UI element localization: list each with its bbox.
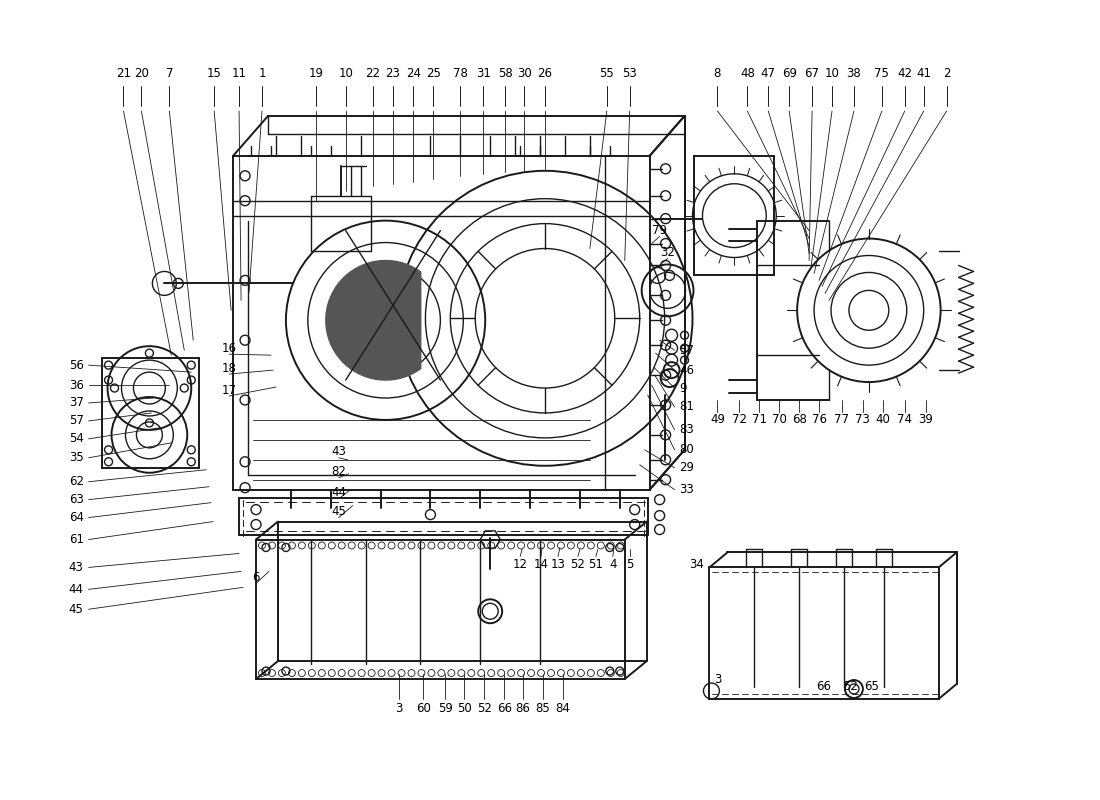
Text: 49: 49 [710, 414, 725, 426]
Text: 45: 45 [69, 602, 84, 616]
Text: 12: 12 [513, 558, 528, 571]
Polygon shape [326, 261, 420, 380]
Text: 78: 78 [453, 66, 468, 80]
Text: 42: 42 [898, 66, 912, 80]
Text: 80: 80 [680, 443, 694, 456]
Text: 65: 65 [865, 681, 879, 694]
Text: 22: 22 [365, 66, 381, 80]
Text: 35: 35 [69, 451, 84, 464]
Text: 38: 38 [847, 66, 861, 80]
Text: 20: 20 [134, 66, 148, 80]
Text: 71: 71 [751, 414, 767, 426]
Text: 24: 24 [406, 66, 421, 80]
Text: 45: 45 [331, 505, 346, 518]
Text: 8: 8 [714, 66, 722, 80]
Text: 10: 10 [339, 66, 353, 80]
Text: 61: 61 [68, 533, 84, 546]
Text: 47: 47 [761, 66, 776, 80]
Text: 32: 32 [660, 246, 675, 259]
Text: 25: 25 [426, 66, 441, 80]
Text: 85: 85 [536, 702, 550, 715]
Text: 23: 23 [385, 66, 400, 80]
Text: 75: 75 [874, 66, 889, 80]
Text: 83: 83 [680, 423, 694, 436]
Text: 76: 76 [812, 414, 826, 426]
Text: 33: 33 [680, 483, 694, 496]
Text: 11: 11 [232, 66, 246, 80]
Text: 14: 14 [534, 558, 549, 571]
Text: 52: 52 [571, 558, 585, 571]
Text: 72: 72 [732, 414, 747, 426]
Text: 7: 7 [166, 66, 173, 80]
Text: 3: 3 [714, 673, 722, 686]
Text: 64: 64 [68, 511, 84, 524]
Text: 46: 46 [680, 364, 694, 377]
Text: 13: 13 [550, 558, 565, 571]
Text: 82: 82 [331, 466, 346, 478]
Text: 54: 54 [69, 432, 84, 446]
Text: 39: 39 [918, 414, 933, 426]
Text: 63: 63 [69, 493, 84, 506]
Text: 10: 10 [825, 66, 839, 80]
Text: 67: 67 [804, 66, 820, 80]
Text: 37: 37 [69, 397, 84, 410]
Text: 53: 53 [623, 66, 637, 80]
Text: 58: 58 [498, 66, 513, 80]
Text: 79: 79 [652, 224, 667, 237]
Text: 52: 52 [844, 681, 858, 694]
Text: 44: 44 [331, 486, 346, 499]
Text: 62: 62 [68, 475, 84, 488]
Text: 31: 31 [476, 66, 491, 80]
Text: 55: 55 [600, 66, 614, 80]
Text: 1: 1 [258, 66, 266, 80]
Text: 59: 59 [438, 702, 453, 715]
Text: 44: 44 [68, 583, 84, 596]
Text: 84: 84 [556, 702, 571, 715]
Text: 2: 2 [943, 66, 950, 80]
Text: 73: 73 [856, 414, 870, 426]
Text: 15: 15 [207, 66, 221, 80]
Text: 66: 66 [816, 681, 832, 694]
Text: 17: 17 [221, 383, 236, 397]
Text: 6: 6 [252, 571, 260, 584]
Text: 30: 30 [517, 66, 531, 80]
Text: 56: 56 [69, 358, 84, 372]
Text: 21: 21 [116, 66, 131, 80]
Text: 50: 50 [456, 702, 472, 715]
Text: 70: 70 [772, 414, 786, 426]
Text: 5: 5 [626, 558, 634, 571]
Text: 66: 66 [497, 702, 512, 715]
Text: 77: 77 [835, 414, 849, 426]
Text: 34: 34 [689, 558, 704, 571]
Text: 41: 41 [916, 66, 932, 80]
Text: 57: 57 [680, 344, 694, 357]
Text: 68: 68 [792, 414, 806, 426]
Text: 3: 3 [395, 702, 403, 715]
Text: 69: 69 [782, 66, 796, 80]
Text: 9: 9 [680, 382, 688, 394]
Text: 74: 74 [898, 414, 912, 426]
Text: 86: 86 [516, 702, 530, 715]
Text: 57: 57 [69, 414, 84, 427]
Text: 43: 43 [69, 561, 84, 574]
Text: 18: 18 [222, 362, 236, 374]
Text: 4: 4 [609, 558, 616, 571]
Text: 40: 40 [876, 414, 890, 426]
Text: 29: 29 [680, 462, 694, 474]
Text: 26: 26 [538, 66, 552, 80]
Text: 48: 48 [740, 66, 755, 80]
Text: 43: 43 [331, 446, 346, 458]
Text: 60: 60 [416, 702, 431, 715]
Text: 36: 36 [69, 378, 84, 391]
Text: 16: 16 [221, 342, 236, 354]
Text: 19: 19 [308, 66, 323, 80]
Text: 81: 81 [680, 401, 694, 414]
Text: 51: 51 [588, 558, 603, 571]
Text: 52: 52 [476, 702, 492, 715]
